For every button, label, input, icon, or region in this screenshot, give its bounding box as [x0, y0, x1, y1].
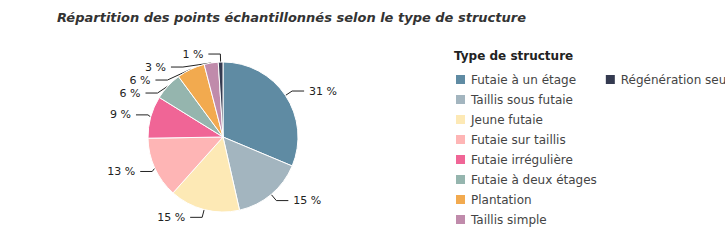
svg-text:13 %: 13 % [107, 165, 135, 178]
svg-text:15 %: 15 % [157, 211, 185, 224]
svg-text:6 %: 6 % [120, 87, 141, 100]
svg-text:3 %: 3 % [145, 61, 166, 74]
svg-text:31 %: 31 % [309, 85, 337, 98]
svg-text:Répartition des points échanti: Répartition des points échantillonnés se… [57, 10, 526, 25]
svg-text:15 %: 15 % [293, 194, 321, 207]
svg-text:6 %: 6 % [129, 74, 150, 87]
svg-text:1 %: 1 % [182, 48, 203, 61]
svg-text:Futaie sur taillis: Futaie sur taillis [471, 133, 566, 147]
svg-text:Type de structure: Type de structure [454, 49, 573, 63]
svg-text:Jeune futaie: Jeune futaie [470, 113, 543, 127]
svg-text:Taillis sous futaie: Taillis sous futaie [470, 93, 573, 107]
svg-text:Taillis simple: Taillis simple [470, 213, 547, 227]
svg-text:Futaie à deux étages: Futaie à deux étages [471, 173, 597, 187]
svg-text:Futaie à un étage: Futaie à un étage [471, 73, 576, 87]
svg-text:Plantation: Plantation [471, 193, 532, 207]
svg-text:Régénération seule: Régénération seule [621, 73, 725, 87]
svg-text:9 %: 9 % [110, 108, 131, 121]
svg-text:Futaie irrégulière: Futaie irrégulière [471, 153, 573, 167]
